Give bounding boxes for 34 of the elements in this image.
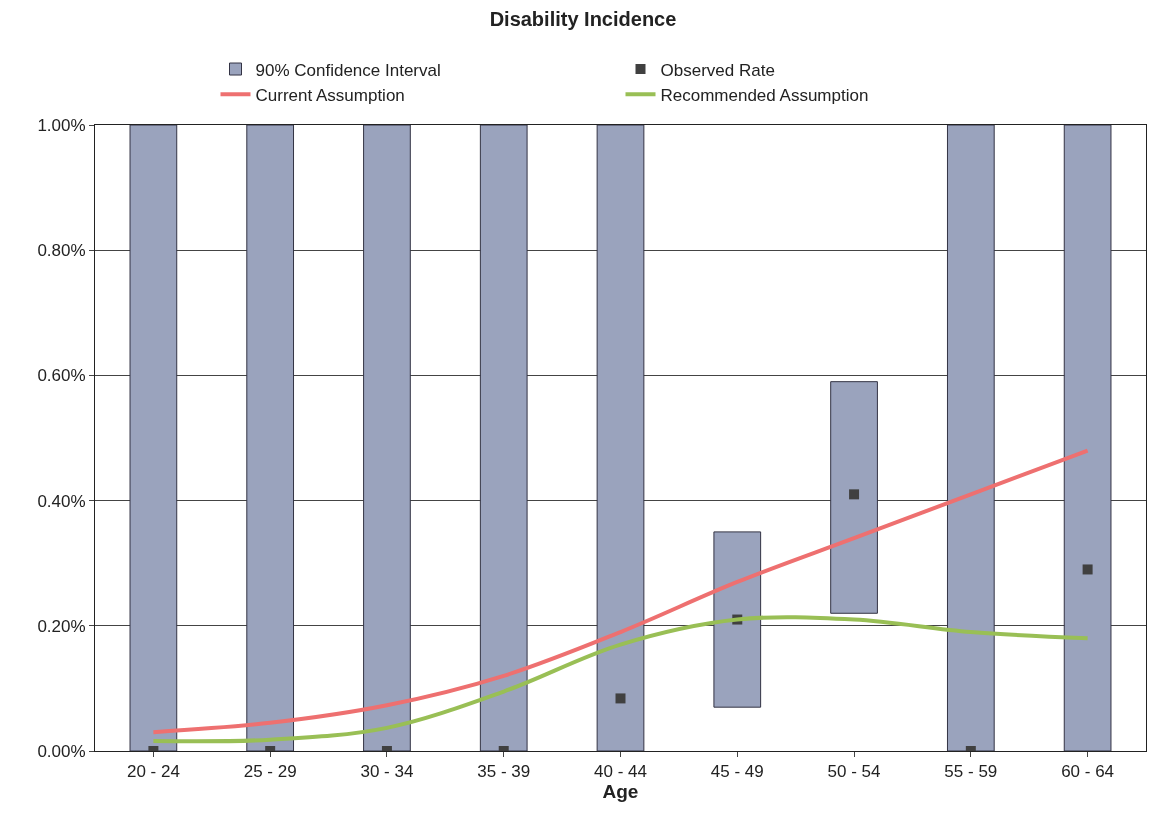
bar (1063, 125, 1112, 751)
line-series (151, 448, 1090, 735)
bar (830, 381, 878, 614)
x-axis-title: Age (602, 781, 639, 803)
y-tick-label: 0.40% (37, 491, 86, 511)
x-tick-label: 40 - 44 (594, 762, 647, 782)
bar (479, 125, 528, 751)
point (1082, 564, 1093, 575)
legend-label: Recommended Assumption (660, 85, 869, 105)
x-tick-label: 45 - 49 (710, 762, 764, 782)
bar (246, 125, 295, 751)
bar (946, 125, 995, 751)
bar (596, 125, 645, 751)
legend-label: Observed Rate (660, 60, 775, 80)
x-tick-label: 25 - 29 (243, 762, 297, 782)
bar (129, 125, 178, 751)
x-tick-label: 35 - 39 (477, 762, 531, 782)
legend-label: Current Assumption (255, 85, 405, 105)
y-tick-label: 1.00% (37, 115, 86, 135)
y-tick-label: 0.20% (37, 616, 86, 636)
point (849, 489, 860, 500)
x-tick-label: 30 - 34 (360, 762, 414, 782)
y-tick-label: 0.80% (37, 241, 86, 261)
point (615, 693, 626, 704)
x-tick-label: 55 - 59 (944, 762, 998, 782)
legend-label: 90% Confidence Interval (255, 60, 441, 80)
chart-title: Disability Incidence (489, 8, 677, 31)
y-tick-label: 0.60% (37, 366, 86, 386)
x-tick-label: 60 - 64 (1061, 762, 1115, 782)
y-tick-label: 0.00% (37, 741, 86, 761)
x-tick-label: 50 - 54 (827, 762, 881, 782)
bar (713, 531, 762, 708)
x-tick-label: 20 - 24 (126, 762, 180, 782)
bar (363, 125, 411, 751)
